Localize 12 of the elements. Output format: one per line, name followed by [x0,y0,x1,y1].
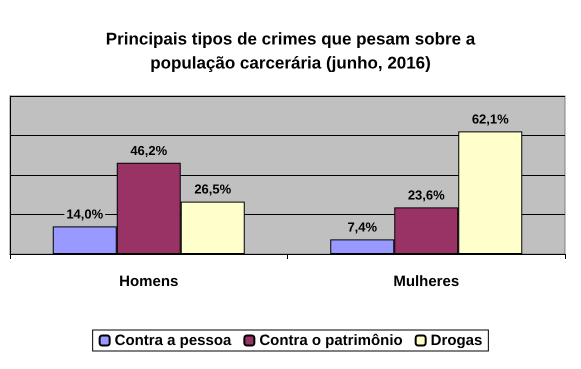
data-label: 14,0% [66,206,104,222]
chart-title: Principais tipos de crimes que pesam sobre a população carcerária (junho, 2016) [106,30,476,72]
x-tick-label: Homens [119,273,178,290]
data-label: 7,4% [347,219,378,234]
data-label: 23,6% [408,187,446,202]
x-tick-label: Mulheres [393,273,460,290]
legend-label: Drogas [430,332,482,349]
data-label: 62,1% [472,111,510,126]
legend-label: Contra a pessoa [114,332,232,349]
legend-label: Contra o patrimônio [259,332,403,349]
data-label: 26,5% [194,182,232,197]
data-label: 46,2% [130,142,168,158]
